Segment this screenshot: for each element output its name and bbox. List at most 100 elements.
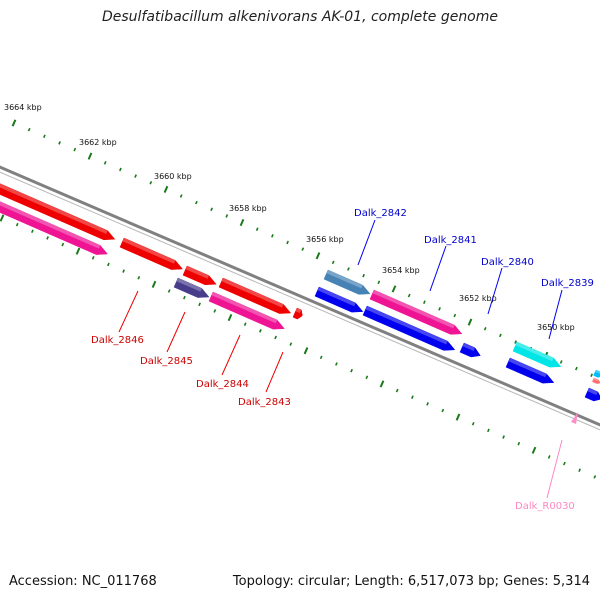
leader-dalk-2846: [118, 290, 139, 333]
gene-dalk-2839-outer-body: [512, 341, 562, 368]
scale-tick: [499, 333, 502, 338]
scale-tick: [167, 289, 171, 293]
scale-tick: [407, 293, 411, 298]
scale-tick: [87, 152, 93, 160]
scale-tick: [225, 214, 229, 218]
gene-dalk-2842-inner: [314, 286, 364, 313]
gene-dalk-2842-inner-highlight: [317, 287, 356, 307]
gene-label-dalk-2842: Dalk_2842: [354, 208, 407, 219]
leader-dalk-2842: [357, 219, 376, 266]
gene-dalk-2845: [173, 277, 210, 298]
scale-tick: [531, 446, 537, 454]
scale-label: 3660 kbp: [154, 172, 192, 181]
gene-label-dalk-2840: Dalk_2840: [481, 257, 534, 268]
scale-tick: [455, 413, 461, 421]
gene-edge-3-highlight: [587, 388, 598, 396]
scale-tick: [467, 318, 473, 326]
gene-dalk-2841: [369, 289, 463, 335]
scale-labels: 3664 kbp 3662 kbp 3660 kbp 3658 kbp 3656…: [4, 103, 575, 332]
scale-tick: [119, 167, 122, 172]
gene-label-dalk-2846: Dalk_2846: [91, 335, 144, 346]
scale-tick: [137, 275, 141, 280]
gene-dalk-2844: [208, 291, 285, 330]
gene-dalk-2839-body: [505, 357, 555, 384]
gene-dalk-2840-body: [362, 305, 456, 351]
scale-label: 3664 kbp: [4, 103, 42, 112]
scale-label: 3662 kbp: [79, 138, 117, 147]
leader-dalk-2843: [265, 351, 284, 393]
gene-dalk-2842: [323, 269, 371, 295]
gene-dalk-2839-highlight: [508, 358, 547, 378]
gene-dalk-2844-body: [208, 291, 285, 330]
gene-label-dalk-2843: Dalk_2843: [238, 397, 291, 408]
scale-tick: [122, 269, 125, 273]
scale-tick: [73, 147, 77, 152]
leader-dalk-2839: [548, 289, 563, 340]
scale-tick: [103, 161, 107, 165]
scale-tick: [350, 368, 353, 373]
scale-tick: [483, 326, 487, 331]
scale-tick: [274, 335, 277, 340]
genome-info: Topology: circular; Length: 6,517,073 bp…: [232, 574, 590, 589]
scale-tick: [319, 355, 323, 360]
scale-tick: [502, 435, 505, 439]
gene-dalk-2845-highlight: [176, 278, 202, 292]
gene-label-dalk-2841: Dalk_2841: [424, 235, 477, 246]
gene-dalk-2846-inner: [0, 201, 108, 255]
scale-label: 3654 kbp: [382, 266, 420, 275]
scale-tick: [517, 441, 521, 446]
scale-label: 3652 kbp: [459, 294, 497, 303]
gene-dalk-2847: [0, 183, 116, 241]
gene-dalk-2840b-body: [459, 342, 481, 358]
gene-dalk-2847-highlight: [0, 183, 108, 234]
scale-tick: [362, 273, 365, 278]
scale-tick: [438, 307, 441, 311]
gene-dalk-2846-highlight: [122, 238, 176, 264]
gene-dalk-2839-outer-highlight: [515, 342, 554, 362]
scale-tick: [0, 214, 5, 222]
scale-tick: [75, 247, 81, 255]
gene-dalk-2840-highlight: [365, 306, 448, 345]
scale-tick: [43, 134, 46, 139]
scale-tick: [379, 380, 385, 388]
backbone-line: [0, 165, 600, 427]
scale-tick: [134, 174, 137, 178]
gene-label-dalk-2845: Dalk_2845: [140, 356, 193, 367]
gene-dalk-2840: [362, 305, 456, 351]
leader-dalk-2841: [429, 245, 447, 292]
scale-tick: [426, 402, 429, 406]
map-title: Desulfatibacillum alkenivorans AK-01, co…: [101, 9, 499, 25]
gene-dalk-2839: [505, 357, 555, 384]
gene-edge-1: [593, 369, 600, 378]
gene-label-dalk-r0030: Dalk_R0030: [515, 501, 575, 512]
scale-tick: [301, 247, 305, 251]
scale-tick: [365, 375, 369, 380]
gene-features: [0, 183, 600, 424]
leader-dalk-2845: [166, 311, 186, 353]
gene-dalk-2844-outer-body: [218, 277, 292, 314]
gene-dalk-2844-outer-highlight: [221, 278, 284, 308]
gene-dalk-2843-tip: [292, 307, 303, 320]
gene-dalk-2842-highlight: [326, 270, 363, 289]
gene-edge-2: [592, 377, 600, 384]
scale-tick: [578, 468, 581, 473]
scale-tick: [27, 127, 31, 132]
gene-dalk-2839-outer: [512, 341, 562, 368]
scale-tick: [213, 309, 217, 313]
scale-tick: [151, 280, 157, 288]
backbone-line-shadow: [0, 171, 600, 431]
scale-tick: [58, 141, 61, 145]
scale-tick: [547, 455, 551, 459]
scale-tick: [107, 262, 110, 267]
scale-tick: [411, 395, 414, 399]
scale-tick: [563, 461, 566, 466]
gene-label-dalk-2844: Dalk_2844: [196, 379, 249, 390]
gene-dalk-2840b-highlight: [462, 343, 475, 352]
scale-tick: [559, 360, 563, 364]
scale-tick: [453, 313, 457, 318]
gene-dalk-2843-tip-highlight: [295, 308, 302, 314]
scale-tick: [91, 256, 95, 260]
gene-label-dalk-2839: Dalk_2839: [541, 278, 594, 289]
scale-tick: [471, 421, 475, 426]
